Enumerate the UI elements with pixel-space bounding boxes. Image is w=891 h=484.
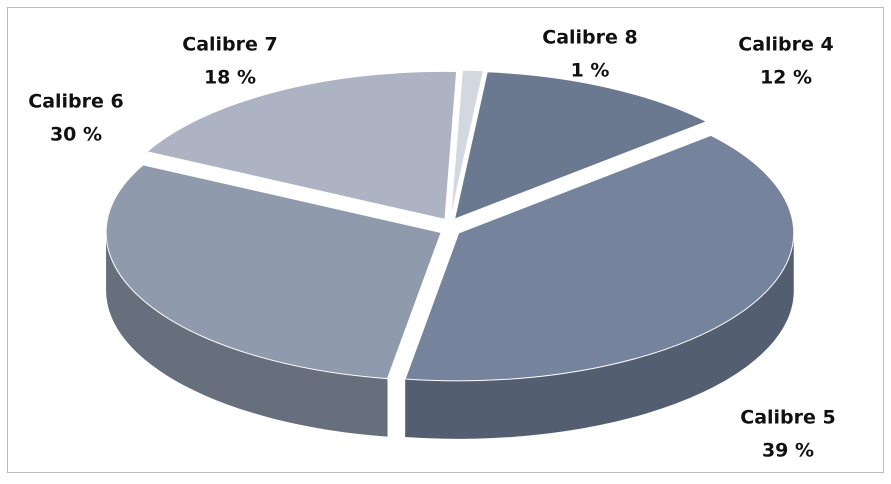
slice — [450, 69, 484, 219]
slice-value-label: 12 % — [760, 67, 812, 89]
slice — [453, 71, 708, 220]
slice-side — [106, 232, 388, 437]
slice-label: Calibre 7 — [182, 34, 277, 56]
slice — [404, 134, 795, 382]
slice — [105, 164, 442, 380]
slice-value-label: 30 % — [50, 124, 102, 146]
slice-value-label: 1 % — [571, 60, 610, 82]
slice-side — [405, 232, 794, 439]
slice-label: Calibre 5 — [740, 407, 835, 429]
slice-label: Calibre 6 — [28, 91, 123, 113]
slice — [145, 70, 458, 220]
slice-value-label: 18 % — [204, 67, 256, 89]
slice-label: Calibre 4 — [738, 34, 833, 56]
slice-value-label: 39 % — [762, 440, 814, 462]
slice-label: Calibre 8 — [542, 27, 637, 49]
